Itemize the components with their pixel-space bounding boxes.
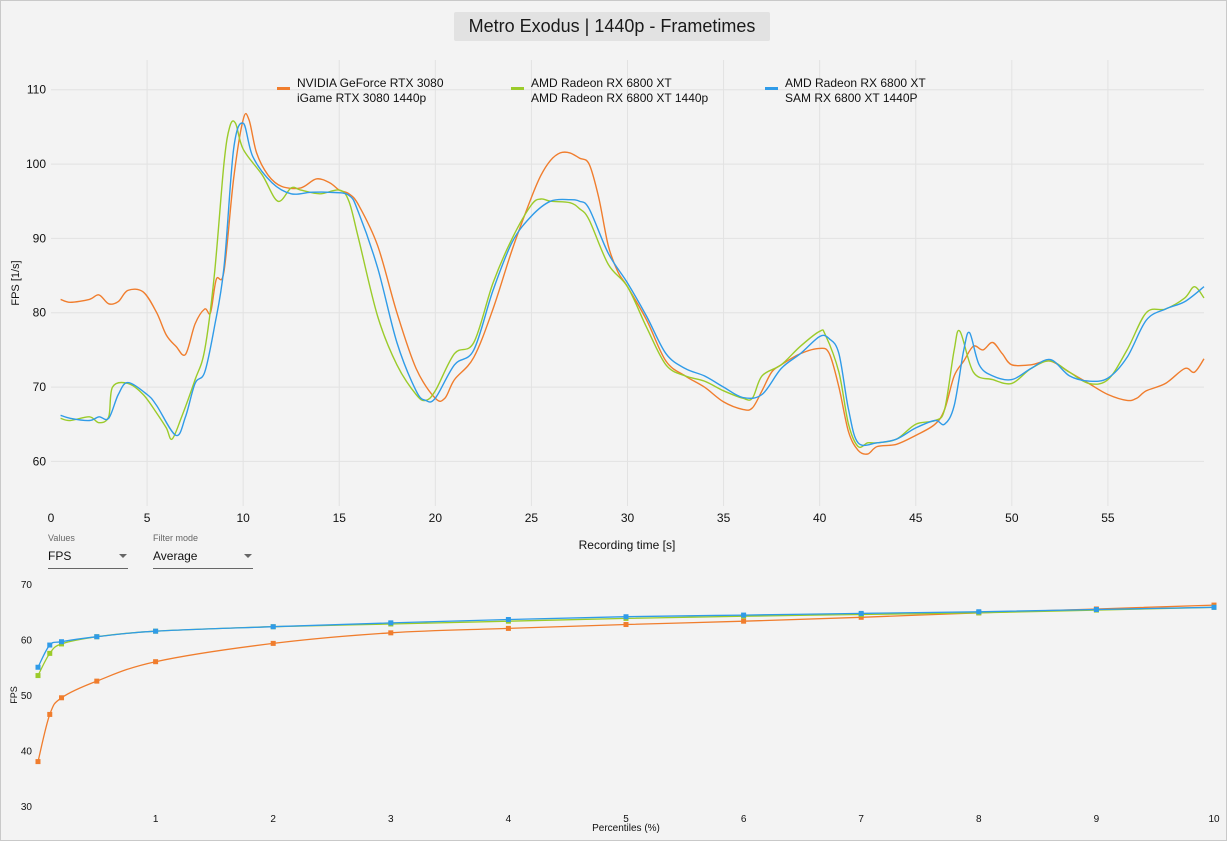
pct-y-tick-label: 70 <box>21 580 33 591</box>
legend-label-3-line2: SAM RX 6800 XT 1440P <box>785 91 918 105</box>
pct-y-tick-label: 40 <box>21 747 33 758</box>
pct-series-3-point <box>1093 607 1099 613</box>
pct-x-tick-label: 4 <box>506 814 512 825</box>
pct-series-3-point <box>35 664 41 670</box>
pct-x-tick-label: 7 <box>858 814 864 825</box>
legend-swatch-3 <box>765 87 778 90</box>
pct-series-3-point <box>858 610 864 616</box>
series-line-2 <box>60 120 1205 449</box>
pct-x-tick-label: 3 <box>388 814 394 825</box>
values-dropdown-label: Values <box>48 533 75 543</box>
pct-series-3-point <box>270 624 276 630</box>
pct-series-2-point <box>47 650 53 656</box>
pct-series-1-point <box>47 711 53 717</box>
filter-mode-dropdown-underline <box>153 568 253 569</box>
y-tick-label: 60 <box>33 454 47 468</box>
pct-x-tick-label: 6 <box>741 814 747 825</box>
pct-series-1-point <box>153 659 159 665</box>
legend-label-2-line2: AMD Radeon RX 6800 XT 1440p <box>531 91 709 105</box>
filter-mode-dropdown[interactable]: Filter mode Average <box>153 533 253 569</box>
x-tick-label: 40 <box>813 511 827 525</box>
y-tick-label: 110 <box>27 83 46 97</box>
legend-label-2-line1: AMD Radeon RX 6800 XT <box>531 76 672 90</box>
pct-x-tick-label: 9 <box>1094 814 1100 825</box>
filter-mode-dropdown-value: Average <box>153 549 198 563</box>
pct-x-tick-label: 2 <box>270 814 276 825</box>
pct-y-tick-label: 60 <box>21 636 33 647</box>
x-tick-label: 0 <box>48 511 55 525</box>
pct-x-tick-label: 5 <box>623 814 629 825</box>
pct-y-tick-label: 30 <box>21 802 33 813</box>
chevron-down-icon <box>119 554 127 558</box>
frametime-chart: 60 70 80 90 100 110 0 5 10 15 20 25 30 35 40 45 50 55 Reco… <box>10 60 1205 552</box>
pct-series-3-point <box>59 639 65 645</box>
pct-series-1-point <box>59 695 65 701</box>
x-tick-label: 30 <box>621 511 635 525</box>
pct-series-1-point <box>505 625 511 631</box>
pct-y-axis-label: FPS <box>9 686 19 704</box>
x-tick-label: 35 <box>717 511 731 525</box>
filter-mode-dropdown-label: Filter mode <box>153 533 199 543</box>
x-tick-label: 25 <box>525 511 539 525</box>
pct-series-3-point <box>94 634 100 640</box>
pct-x-axis-label: Percentiles (%) <box>592 823 660 834</box>
x-tick-label: 45 <box>909 511 923 525</box>
pct-series-3-point <box>1211 604 1217 610</box>
pct-series-3-point <box>47 642 53 648</box>
legend-swatch-2 <box>511 87 524 90</box>
pct-x-tick-label: 1 <box>153 814 159 825</box>
legend-label-1-line1: NVIDIA GeForce RTX 3080 <box>297 76 444 90</box>
pct-series-1-point <box>94 678 100 684</box>
pct-x-tick-label: 8 <box>976 814 982 825</box>
series-line-1 <box>60 112 1205 455</box>
pct-series-3-point <box>505 617 511 623</box>
x-tick-label: 55 <box>1101 511 1115 525</box>
pct-series-3-point <box>153 628 159 634</box>
x-tick-label: 20 <box>429 511 443 525</box>
pct-series-3-point <box>388 620 394 626</box>
values-dropdown-value: FPS <box>48 549 72 563</box>
y-tick-label: 80 <box>33 306 47 320</box>
pct-series-1-point <box>270 640 276 646</box>
legend-label-3-line1: AMD Radeon RX 6800 XT <box>785 76 926 90</box>
x-tick-label: 15 <box>333 511 347 525</box>
pct-series-3-point <box>741 612 747 618</box>
pct-y-tick-label: 50 <box>21 691 33 702</box>
pct-series-1-point <box>388 630 394 636</box>
y-axis-label: FPS [1/s] <box>10 260 22 305</box>
values-dropdown-underline <box>48 568 128 569</box>
chart-title: Metro Exodus | 1440p - Frametimes <box>454 12 770 41</box>
pct-series-3-point <box>623 614 629 620</box>
pct-x-tick-label: 10 <box>1208 814 1220 825</box>
y-tick-label: 70 <box>33 380 47 394</box>
y-tick-label: 90 <box>33 231 47 245</box>
pct-series-1-point <box>858 614 864 620</box>
x-axis-label: Recording time [s] <box>579 538 676 552</box>
series-line-3 <box>60 122 1205 447</box>
values-dropdown[interactable]: Values FPS <box>48 533 128 569</box>
pct-series-1-point <box>623 622 629 628</box>
pct-series-1-point <box>35 759 41 765</box>
x-tick-label: 10 <box>236 511 250 525</box>
pct-series-2-point <box>35 673 41 679</box>
x-tick-label: 50 <box>1005 511 1019 525</box>
x-tick-label: 5 <box>144 511 151 525</box>
pct-series-1-point <box>741 618 747 624</box>
pct-series-3-point <box>976 609 982 615</box>
y-tick-label: 100 <box>26 157 46 171</box>
chevron-down-icon <box>244 554 252 558</box>
legend-swatch-1 <box>277 87 290 90</box>
legend-label-1-line2: iGame RTX 3080 1440p <box>297 91 427 105</box>
